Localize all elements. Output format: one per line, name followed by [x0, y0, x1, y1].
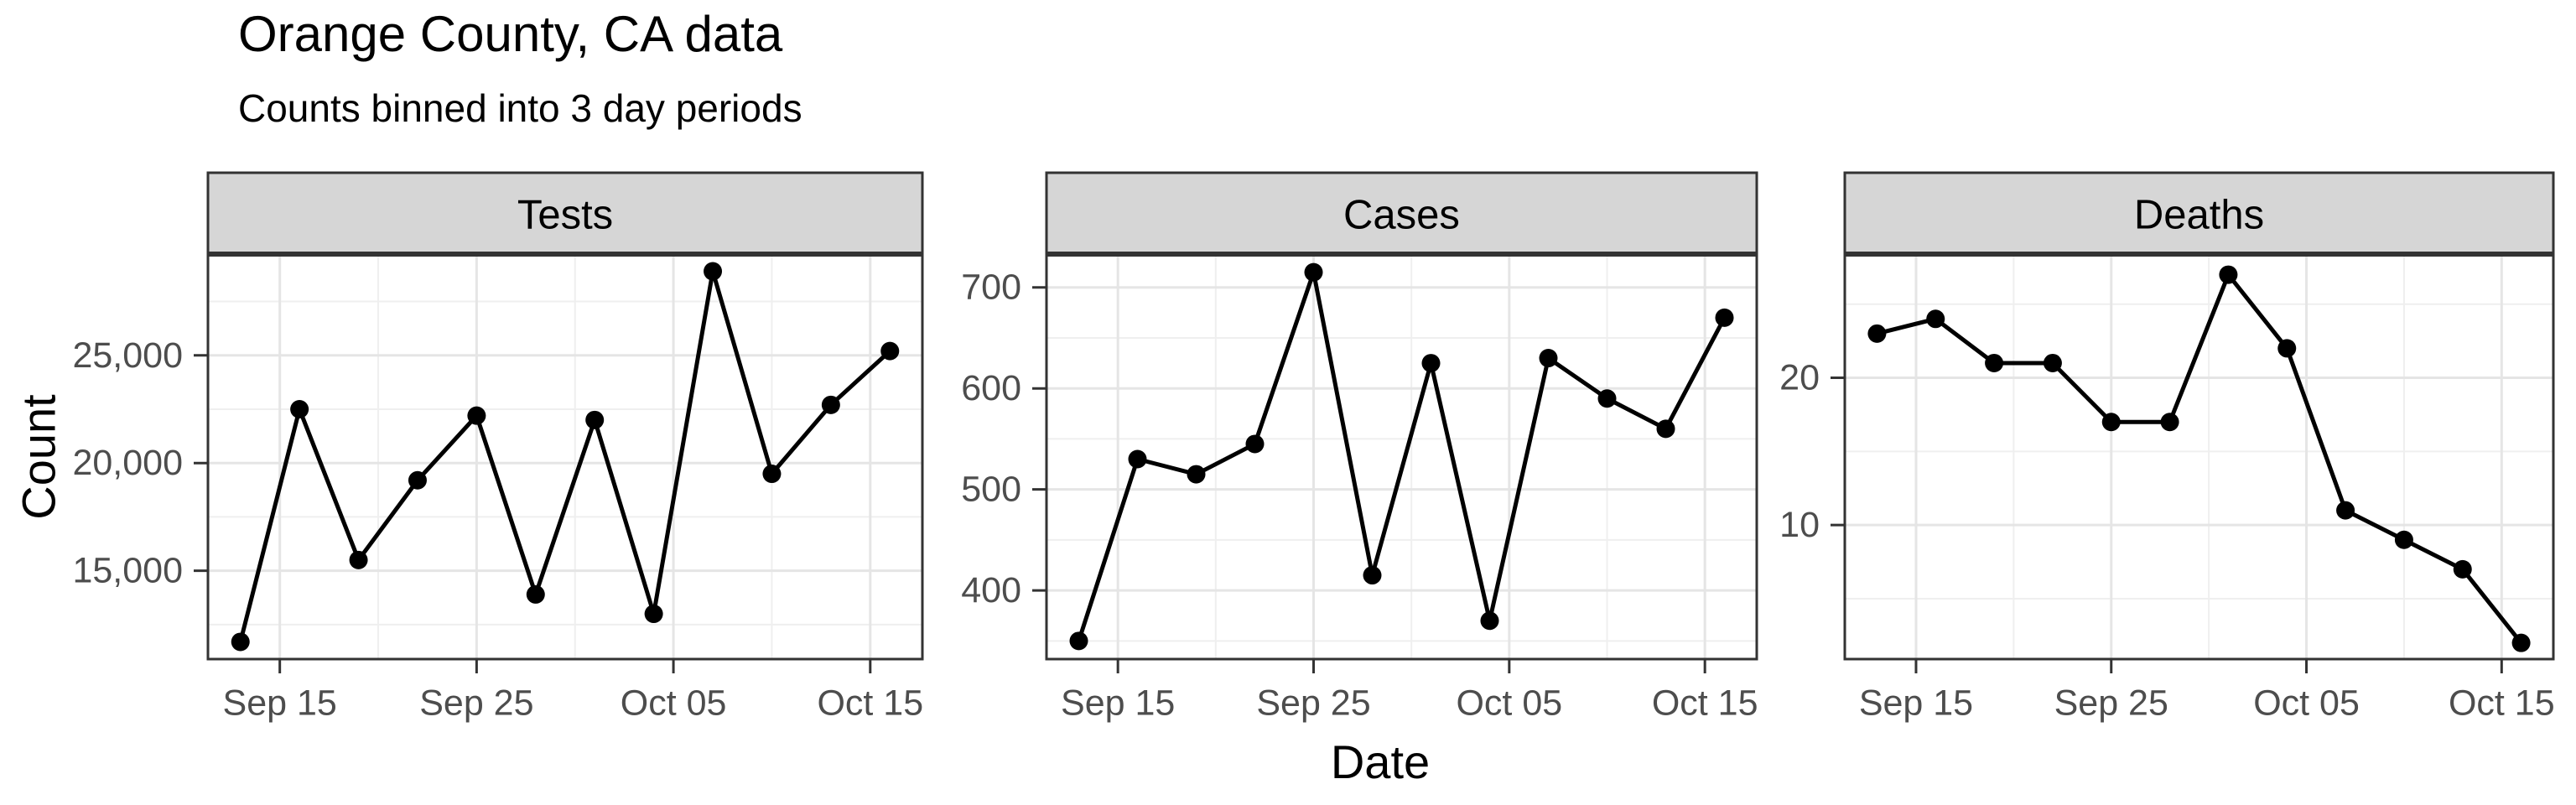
data-point: [821, 395, 840, 414]
facet-strip-label: Deaths: [2134, 193, 2264, 238]
x-tick-label: Oct 05: [2253, 683, 2360, 723]
facet-strip: [1843, 171, 2555, 256]
x-tick-label: Oct 15: [2449, 683, 2555, 723]
data-point: [2511, 633, 2531, 652]
series-line: [1077, 270, 1727, 642]
plot-subtitle: Counts binned into 3 day periods: [238, 86, 802, 130]
facet-strip: [1045, 171, 1758, 256]
x-tick-label: Sep 15: [223, 683, 337, 723]
y-tick-label: 500: [961, 470, 1021, 510]
y-tick-label: 15,000: [72, 551, 183, 591]
data-point: [1539, 349, 1558, 368]
data-point: [1245, 434, 1265, 454]
y-tick-label: 10: [1779, 505, 1820, 545]
data-point: [1715, 308, 1734, 327]
facet-strip-label: Tests: [517, 193, 613, 238]
data-point: [1421, 354, 1441, 373]
y-tick-label: 700: [961, 267, 1021, 308]
x-tick-label: Sep 25: [1256, 683, 1370, 723]
y-tick-label: 25,000: [72, 335, 183, 376]
y-tick-label: 20,000: [72, 443, 183, 483]
x-tick-label: Oct 15: [1652, 683, 1758, 723]
y-tick-label: 20: [1779, 358, 1820, 398]
data-point: [408, 470, 427, 490]
data-point: [2101, 413, 2121, 432]
data-point: [231, 632, 250, 652]
x-tick-label: Oct 05: [621, 683, 727, 723]
x-tick-label: Oct 05: [1456, 683, 1562, 723]
data-point: [2277, 339, 2297, 358]
x-tick-label: Oct 15: [817, 683, 923, 723]
y-tick-label: 600: [961, 368, 1021, 408]
data-point: [1656, 419, 1675, 439]
data-point: [467, 406, 486, 425]
data-point: [1304, 262, 1323, 282]
data-point: [2219, 265, 2238, 284]
data-point: [1187, 465, 1206, 484]
data-point: [585, 410, 605, 429]
plot-title: Orange County, CA data: [238, 6, 783, 62]
data-point: [1480, 611, 1499, 631]
data-point: [1128, 449, 1147, 469]
series-line: [1876, 273, 2523, 645]
data-point: [2160, 413, 2179, 432]
x-tick-label: Sep 15: [1061, 683, 1175, 723]
x-tick-label: Sep 25: [419, 683, 533, 723]
data-point: [526, 584, 545, 604]
facet-strip-label: Cases: [1343, 193, 1460, 238]
facet-strip: [206, 171, 924, 256]
x-tick-label: Sep 15: [1859, 683, 1973, 723]
data-point: [762, 465, 782, 484]
data-point: [1597, 389, 1617, 408]
data-point: [349, 550, 368, 569]
y-tick-label: 400: [961, 570, 1021, 610]
data-point: [1926, 309, 1945, 329]
data-point: [2453, 559, 2472, 579]
facet-cases: Cases 400 500 600 700 Sep 15 Sep 25 Oct 05 Oct 1…: [961, 171, 1758, 723]
data-point: [1363, 566, 1382, 585]
data-point: [644, 605, 663, 624]
facet-tests: Tests 15,000 20,000 25,000 Sep 15 Sep 25 Oct 0…: [72, 171, 924, 723]
panel-background: [1845, 254, 2553, 659]
facet-deaths: Deaths 10 20 Sep 15 Sep 25 Oct 05 Oct 15: [1779, 171, 2555, 723]
panel-background: [1046, 254, 1757, 659]
data-point: [1985, 353, 2004, 372]
data-point: [1867, 324, 1887, 343]
data-point: [704, 262, 723, 281]
data-point: [1069, 631, 1088, 651]
data-point: [290, 399, 309, 418]
x-axis-title: Date: [1330, 735, 1431, 788]
data-point: [2043, 353, 2062, 372]
x-tick-label: Sep 25: [2054, 683, 2168, 723]
data-point: [880, 341, 900, 361]
data-point: [2394, 530, 2413, 549]
data-point: [2336, 501, 2355, 520]
panel-background: [208, 254, 922, 659]
series-line: [238, 269, 891, 643]
